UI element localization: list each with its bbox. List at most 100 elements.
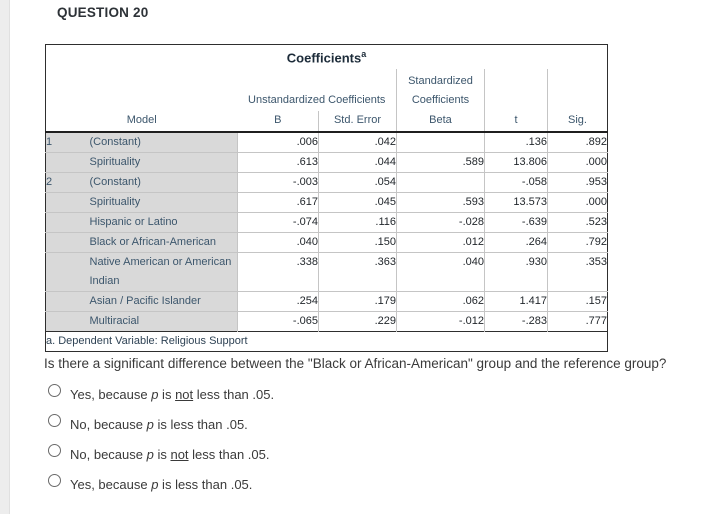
cell-label: (Constant) [89, 131, 238, 152]
table-group-header-row: Unstandardized Coefficients Standardized… [46, 68, 608, 111]
cell-sig: .000 [546, 151, 608, 172]
cell-label: Native American or American Indian [89, 251, 238, 291]
option-p-symbol: p [146, 447, 154, 462]
answer-option-1[interactable]: Yes, because p is not less than .05. [48, 383, 648, 402]
coefficients-table: Coefficientsa Unstandardized Coefficient… [45, 44, 609, 352]
answer-option-label[interactable]: Yes, because p is less than .05. [70, 473, 252, 492]
option-text-segment: is [153, 417, 171, 432]
option-text-segment: Yes, because [70, 477, 152, 492]
answer-option-label[interactable]: No, because p is not less than .05. [70, 443, 270, 462]
table-footnote-row: a. Dependent Variable: Religious Support [45, 330, 608, 351]
option-underlined-word: not [175, 387, 194, 402]
option-p-symbol: p [151, 387, 159, 402]
cell-std-error: .116 [318, 211, 397, 232]
cell-b: .338 [237, 251, 319, 291]
cell-t: .930 [484, 251, 548, 291]
cell-label: Asian / Pacific Islander [89, 290, 238, 311]
cell-b: -.003 [237, 171, 319, 192]
option-text-segment: Yes, because [70, 387, 152, 402]
table-footnote: a. Dependent Variable: Religious Support [45, 330, 608, 351]
radio-button-icon[interactable] [48, 384, 61, 397]
answer-option-3[interactable]: No, because p is not less than .05. [48, 443, 648, 462]
cell-model: 2 [45, 171, 90, 192]
cell-sig: .157 [546, 290, 608, 311]
option-underlined-word: not [170, 447, 189, 462]
group-header-unstandardized: Unstandardized Coefficients [248, 93, 386, 106]
option-text-segment: less than .05. [175, 477, 253, 492]
option-text-segment: is [158, 477, 176, 492]
table-row: 2 (Constant) -.003 .054 -.058 .953 [45, 171, 608, 192]
table-row: Asian / Pacific Islander .254 .179 .062 … [45, 290, 608, 311]
cell-beta: .012 [396, 231, 485, 252]
table-row: Hispanic or Latino -.074 .116 -.028 -.63… [45, 211, 608, 232]
table-title-text: Coefficients [286, 50, 362, 66]
cell-label: Spirituality [89, 191, 238, 212]
cell-t: 13.806 [484, 151, 548, 172]
cell-b: -.074 [237, 211, 319, 232]
cell-beta: .040 [396, 251, 485, 291]
table-row: Multiracial -.065 .229 -.012 -.283 .777 [45, 310, 608, 331]
cell-label: (Constant) [89, 171, 238, 192]
cell-t: .264 [484, 231, 548, 252]
cell-model [45, 191, 90, 212]
cell-std-error: .044 [318, 151, 397, 172]
cell-std-error: .150 [318, 231, 397, 252]
coefficients-table-container: Coefficientsa Unstandardized Coefficient… [45, 44, 609, 352]
cell-sig: .953 [546, 171, 608, 192]
cell-sig: .892 [546, 131, 608, 152]
option-text-segment: No, because [70, 417, 147, 432]
cell-t: -.639 [484, 211, 548, 232]
column-header-model: Model [45, 110, 238, 133]
cell-model [45, 310, 90, 331]
column-header-sig: Sig. [546, 110, 608, 133]
cell-sig: .523 [546, 211, 608, 232]
column-header-beta: Beta [396, 110, 485, 133]
table-row: Black or African-American .040 .150 .012… [45, 231, 608, 252]
cell-label: Hispanic or Latino [89, 211, 238, 232]
cell-model [45, 251, 90, 291]
cell-std-error: .042 [318, 131, 397, 152]
question-number-heading: QUESTION 20 [57, 5, 149, 20]
column-header-b: B [237, 110, 319, 133]
group-header-standardized: Standardized Coefficients [396, 68, 485, 111]
cell-label: Black or African-American [89, 231, 238, 252]
answer-option-label[interactable]: No, because p is less than .05. [70, 413, 248, 432]
cell-sig: .792 [546, 231, 608, 252]
radio-button-icon[interactable] [48, 444, 61, 457]
cell-t: 13.573 [484, 191, 548, 212]
cell-std-error: .045 [318, 191, 397, 212]
option-text-segment: less than .05. [193, 387, 275, 402]
page-left-gutter [0, 0, 10, 514]
cell-std-error: .179 [318, 290, 397, 311]
table-title-row: Coefficientsa [46, 45, 608, 69]
radio-button-icon[interactable] [48, 474, 61, 487]
table-row: Spirituality .617 .045 .593 13.573 .000 [45, 191, 608, 212]
cell-model [45, 290, 90, 311]
cell-b: .617 [237, 191, 319, 212]
table-row: Native American or American Indian .338 … [45, 251, 608, 291]
cell-model [45, 211, 90, 232]
cell-beta: .589 [396, 151, 485, 172]
answer-option-4[interactable]: Yes, because p is less than .05. [48, 473, 648, 492]
table-title-footnote-marker: a [361, 49, 367, 59]
cell-beta [396, 131, 485, 152]
group-header-spacer-t [484, 68, 548, 111]
group-header-spacer [46, 69, 238, 111]
question-text: Is there a significant difference betwee… [44, 356, 667, 371]
table-column-header-row: Model B Std. Error Beta t Sig. [45, 110, 608, 133]
cell-std-error: .229 [318, 310, 397, 331]
table-title: Coefficientsa [46, 45, 608, 69]
cell-t: -.058 [484, 171, 548, 192]
cell-beta: .593 [396, 191, 485, 212]
cell-t: .136 [484, 131, 548, 152]
option-text-segment: less than .05. [170, 417, 248, 432]
answer-option-2[interactable]: No, because p is less than .05. [48, 413, 648, 432]
radio-button-icon[interactable] [48, 414, 61, 427]
cell-b: -.065 [237, 310, 319, 331]
cell-b: .040 [237, 231, 319, 252]
cell-t: 1.417 [484, 290, 548, 311]
option-text-segment: less than .05. [188, 447, 270, 462]
answer-option-label[interactable]: Yes, because p is not less than .05. [70, 383, 274, 402]
cell-b: .613 [237, 151, 319, 172]
cell-beta: -.012 [396, 310, 485, 331]
